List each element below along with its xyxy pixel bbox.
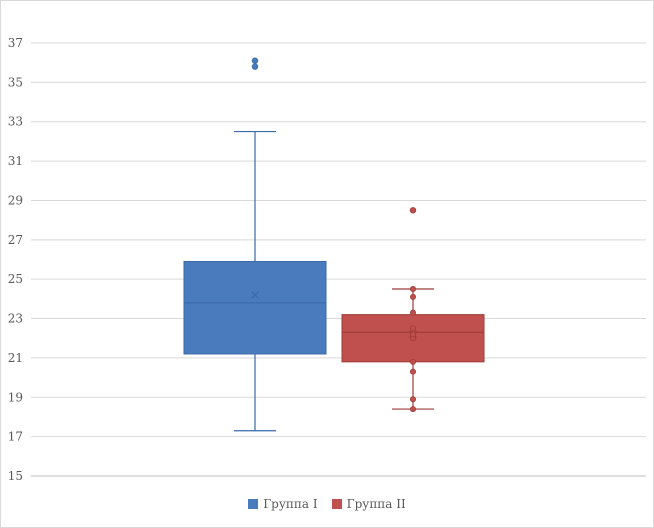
group-1-box [183,260,327,355]
group-2-outlier-point [409,207,417,214]
group-2-data-point [409,286,416,293]
legend-swatch-group-1 [248,499,259,509]
y-tick-label: 37 [8,36,23,50]
y-tick-label: 29 [8,193,23,207]
group-1-mean-marker [251,291,259,299]
group-2-data-point [409,368,416,375]
y-tick-label: 21 [8,351,23,365]
legend-label-group-2: Группа II [346,497,406,511]
legend-label-group-1: Группа I [263,497,318,511]
y-tick-label: 31 [8,154,23,168]
group-2-data-point [409,293,416,300]
legend: Группа I Группа II [1,497,653,511]
group-1-outlier-point [251,63,259,70]
y-tick-label: 25 [8,272,23,286]
y-tick-label: 35 [8,75,23,89]
legend-item-group-2: Группа II [331,497,406,511]
group-2-data-point [409,325,416,332]
legend-swatch-group-2 [331,499,342,509]
y-tick-label: 23 [8,312,23,326]
group-2-data-point [409,406,416,413]
legend-item-group-1: Группа I [248,497,318,511]
group-2-data-point [409,358,416,365]
y-tick-label: 15 [8,469,23,483]
y-tick-label: 27 [8,233,23,247]
group-2-data-point [409,309,416,316]
y-tick-label: 33 [8,115,23,129]
y-tick-label: 19 [8,390,23,404]
y-tick-label: 17 [8,430,23,444]
group-1-outlier-point [251,57,259,64]
group-2-data-point [409,331,416,338]
group-2-data-point [409,396,416,403]
